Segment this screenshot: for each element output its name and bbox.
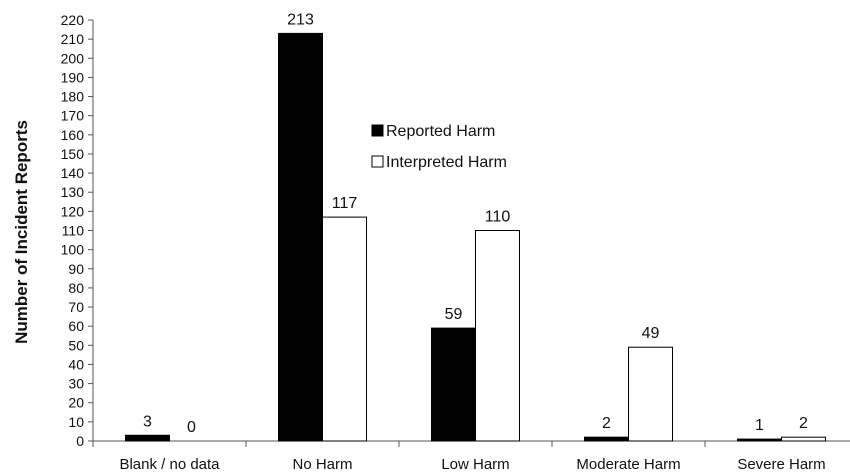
y-tick-label: 100: [61, 242, 85, 258]
y-tick-label: 170: [61, 108, 85, 124]
data-label: 59: [445, 306, 463, 323]
x-tick-label: Blank / no data: [119, 456, 220, 473]
y-tick-label: 130: [61, 184, 85, 200]
y-axis: 0 10 20 30 40 50 60 70 80 90 100 110 120 130 140 150 160…: [61, 12, 94, 449]
bar-interpreted-harm: [781, 436, 826, 442]
data-label: 0: [187, 419, 196, 436]
data-label: 117: [332, 195, 358, 212]
y-tick-label: 50: [68, 337, 84, 353]
bars: [125, 32, 826, 442]
y-tick-label: 200: [61, 50, 85, 66]
legend: Reported Harm Interpreted Harm: [371, 123, 507, 171]
legend-swatch-interpreted: [371, 155, 384, 168]
data-label: 1: [755, 417, 764, 434]
y-tick-label: 210: [61, 31, 85, 47]
x-tick-label: Low Harm: [441, 456, 509, 473]
bar-reported-harm: [737, 438, 782, 442]
y-tick-label: 40: [68, 356, 84, 372]
legend-label-interpreted: Interpreted Harm: [386, 154, 507, 171]
y-tick-label: 60: [68, 318, 84, 334]
y-tick-label: 160: [61, 127, 85, 143]
y-tick-label: 220: [61, 12, 85, 28]
x-tick-label: Moderate Harm: [576, 456, 680, 473]
legend-label-reported: Reported Harm: [386, 123, 495, 140]
bar-reported-harm: [431, 327, 476, 442]
legend-swatch-reported: [371, 124, 384, 137]
y-tick-label: 120: [61, 203, 85, 219]
data-label: 2: [799, 415, 808, 432]
data-label: 2: [602, 415, 611, 432]
x-tick-label: No Harm: [292, 456, 352, 473]
y-tick-label: 80: [68, 280, 84, 296]
data-labels: 3 0 213 117 59 110 2 49 1 2: [143, 11, 808, 436]
y-tick-label: 30: [68, 376, 84, 392]
y-tick-label: 140: [61, 165, 85, 181]
y-tick-label: 10: [68, 414, 84, 430]
bar-reported-harm: [278, 32, 323, 442]
y-tick-label: 150: [61, 146, 85, 162]
y-tick-label: 180: [61, 89, 85, 105]
y-tick-label: 0: [76, 433, 84, 449]
bar-interpreted-harm: [322, 216, 367, 442]
y-tick-label: 90: [68, 261, 84, 277]
bar-reported-harm: [125, 434, 170, 442]
data-label: 3: [143, 413, 152, 430]
data-label: 213: [287, 11, 314, 28]
y-tick-label: 20: [68, 395, 84, 411]
y-axis-title: Number of Incident Reports: [12, 120, 31, 344]
y-tick-label: 190: [61, 69, 85, 85]
x-tick-label: Severe Harm: [737, 456, 825, 473]
bar-reported-harm: [584, 436, 629, 442]
y-tick-label: 110: [62, 223, 85, 239]
data-label: 110: [485, 209, 511, 226]
bar-interpreted-harm: [475, 230, 520, 442]
bar-interpreted-harm: [628, 346, 673, 442]
data-label: 49: [642, 325, 660, 342]
x-axis: Blank / no data No Harm Low Harm Moderate H…: [92, 440, 850, 473]
y-tick-label: 70: [68, 299, 84, 315]
